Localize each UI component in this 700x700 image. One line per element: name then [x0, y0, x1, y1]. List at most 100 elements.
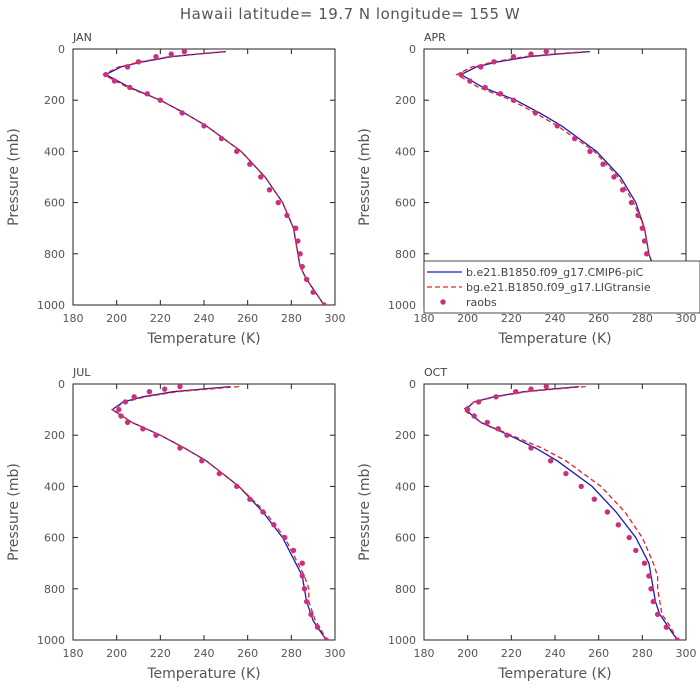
- raobs-point: [314, 624, 321, 630]
- raobs-point: [654, 611, 661, 618]
- x-tick-label: 300: [676, 312, 697, 325]
- raobs-point: [619, 187, 626, 193]
- x-tick-label: 260: [588, 312, 609, 325]
- y-tick-label: 400: [44, 480, 65, 493]
- raobs-point: [528, 51, 534, 57]
- y-tick-label: 0: [58, 43, 65, 56]
- raobs-point: [282, 534, 288, 541]
- raobs-point: [615, 522, 622, 528]
- y-tick-label: 800: [44, 583, 65, 596]
- plot-area: [462, 384, 680, 640]
- legend-label-obs: raobs: [466, 296, 497, 309]
- y-axis-label: Pressure (mb): [357, 463, 373, 561]
- raobs-point: [124, 419, 131, 426]
- raobs-point: [299, 263, 305, 270]
- raobs-point: [127, 84, 133, 91]
- raobs-point: [290, 547, 297, 554]
- panel-label: JUL: [72, 366, 91, 379]
- legend-box: [423, 260, 700, 314]
- model2-line: [111, 385, 327, 640]
- raobs-point: [571, 135, 578, 142]
- raobs-point: [635, 212, 641, 219]
- raobs-point: [118, 413, 124, 419]
- y-tick-label: 0: [409, 378, 416, 391]
- raobs-point: [510, 97, 517, 103]
- raobs-point: [587, 148, 593, 155]
- raobs-point: [116, 406, 122, 413]
- raobs-point: [628, 199, 635, 206]
- raobs-point: [543, 49, 549, 55]
- raobs-point: [266, 187, 273, 193]
- x-tick-label: 220: [501, 647, 522, 660]
- raobs-point: [475, 399, 482, 405]
- raobs-point: [299, 560, 305, 566]
- y-tick-label: 1000: [37, 634, 65, 647]
- y-tick-label: 800: [44, 248, 65, 261]
- y-tick-label: 600: [44, 197, 65, 210]
- legend-label-model2: bg.e21.B1850.f09_g17.LIGtransie: [466, 281, 651, 294]
- raobs-point: [234, 483, 240, 490]
- x-tick-label: 260: [237, 312, 258, 325]
- raobs-point: [611, 174, 617, 180]
- raobs-point: [303, 598, 310, 605]
- raobs-point: [641, 238, 648, 244]
- plot-frame: [72, 383, 336, 641]
- raobs-point: [482, 84, 488, 91]
- raobs-point: [168, 51, 174, 57]
- raobs-point: [140, 426, 146, 432]
- y-axis-label: Pressure (mb): [6, 463, 22, 561]
- raobs-point: [260, 509, 266, 515]
- raobs-point: [177, 384, 183, 390]
- raobs-point: [153, 53, 159, 60]
- figure-title: Hawaii latitude= 19.7 N longitude= 155 W: [180, 5, 520, 23]
- raobs-point: [181, 49, 188, 55]
- y-tick-label: 0: [58, 378, 65, 391]
- y-tick-label: 200: [395, 429, 416, 442]
- raobs-point: [547, 458, 554, 464]
- raobs-point: [591, 496, 597, 502]
- raobs-point: [497, 91, 504, 97]
- model1-line: [104, 50, 325, 305]
- x-axis-label: Temperature (K): [146, 666, 260, 682]
- x-tick-label: 200: [106, 647, 127, 660]
- raobs-point: [604, 509, 611, 515]
- legend-marker-raobs: [440, 299, 446, 305]
- raobs-point: [153, 432, 159, 438]
- raobs-point: [295, 238, 301, 244]
- x-tick-label: 200: [106, 312, 127, 325]
- raobs-point: [458, 71, 464, 78]
- y-tick-label: 600: [395, 197, 416, 210]
- raobs-point: [303, 276, 310, 283]
- x-tick-label: 300: [676, 647, 697, 660]
- raobs-point: [218, 135, 225, 142]
- raobs-point: [663, 624, 670, 630]
- raobs-point: [310, 289, 316, 295]
- raobs-point: [644, 251, 650, 257]
- panel-apr: APR 180 200 220 240 260 280 300 0 200 400 600 800 100…: [357, 31, 700, 347]
- x-tick-label: 180: [63, 312, 84, 325]
- y-tick-label: 600: [44, 532, 65, 545]
- x-tick-label: 220: [150, 647, 171, 660]
- raobs-point: [532, 110, 539, 116]
- x-tick-label: 260: [237, 647, 258, 660]
- x-tick-label: 300: [325, 647, 346, 660]
- raobs-point: [247, 496, 253, 502]
- panel-label: OCT: [424, 366, 447, 379]
- raobs-point: [495, 426, 501, 432]
- x-tick-label: 240: [194, 647, 215, 660]
- x-tick-label: 200: [457, 647, 478, 660]
- x-axis-label: Temperature (K): [497, 331, 611, 347]
- y-tick-label: 0: [409, 43, 416, 56]
- panel-jul: JUL 180 200 220 240 260 280 300 0 200 400 600 800 100…: [6, 366, 346, 682]
- x-tick-label: 300: [325, 312, 346, 325]
- model1-line: [464, 385, 678, 640]
- raobs-point: [528, 386, 534, 392]
- raobs-point: [293, 225, 299, 231]
- x-tick-label: 200: [457, 312, 478, 325]
- raobs-point: [275, 199, 281, 206]
- raobs-point: [626, 534, 632, 541]
- model2-line: [102, 50, 325, 305]
- x-tick-label: 280: [281, 647, 302, 660]
- panel-oct: OCT 180 200 220 240 260 280 300 0 200 400 600 800 100…: [357, 366, 697, 682]
